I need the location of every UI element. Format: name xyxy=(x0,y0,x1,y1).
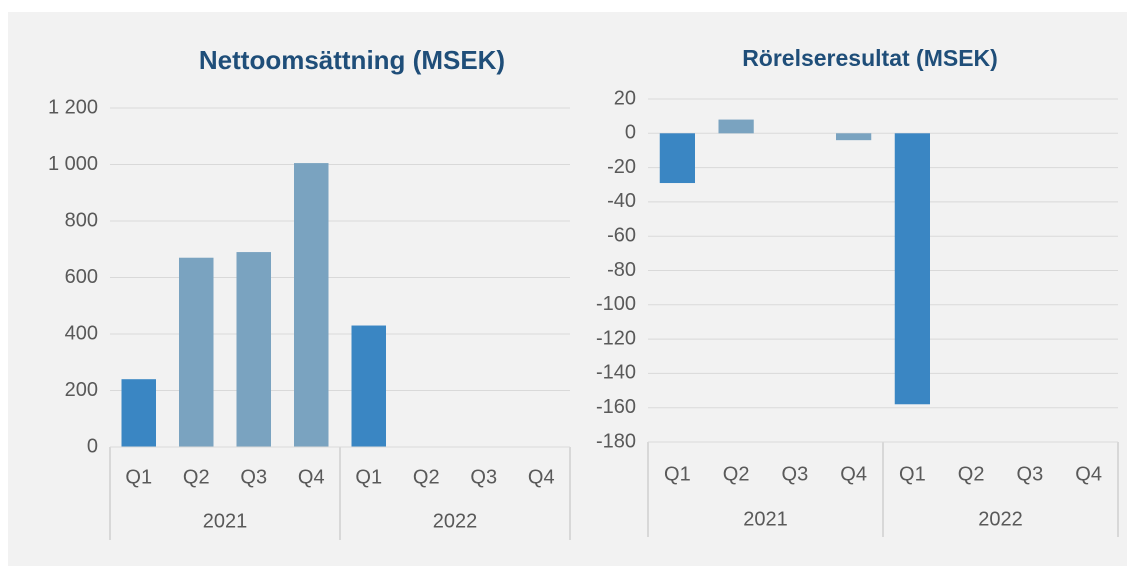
x-tick-label: Q2 xyxy=(723,463,750,485)
y-tick-label: -40 xyxy=(607,190,636,212)
group-label: 2022 xyxy=(433,510,478,532)
x-tick-label: Q3 xyxy=(782,463,809,485)
x-tick-label: Q3 xyxy=(470,466,497,488)
y-tick-label: 400 xyxy=(65,322,98,344)
y-tick-label: -60 xyxy=(607,224,636,246)
bar xyxy=(121,379,156,447)
y-tick-label: 1 000 xyxy=(48,153,98,175)
bar xyxy=(894,133,930,405)
y-tick-label: 600 xyxy=(65,266,98,288)
x-tick-label: Q1 xyxy=(664,463,691,485)
group-label: 2021 xyxy=(743,508,788,530)
y-tick-label: -80 xyxy=(607,259,636,281)
y-tick-label: 0 xyxy=(625,122,636,144)
y-tick-label: 0 xyxy=(87,435,98,457)
chart-title: Nettoomsättning (MSEK) xyxy=(199,45,505,75)
bar xyxy=(294,163,329,447)
y-tick-label: -120 xyxy=(596,327,636,349)
y-tick-label: 200 xyxy=(65,379,98,401)
bar xyxy=(236,252,271,447)
x-tick-label: Q2 xyxy=(183,466,210,488)
x-tick-label: Q4 xyxy=(298,466,325,488)
bar xyxy=(351,325,386,447)
bar xyxy=(179,257,214,447)
bar xyxy=(836,133,872,141)
y-tick-label: -160 xyxy=(596,396,636,418)
x-tick-label: Q1 xyxy=(355,466,382,488)
y-tick-label: -20 xyxy=(607,156,636,178)
y-tick-label: -100 xyxy=(596,293,636,315)
x-tick-label: Q4 xyxy=(840,463,867,485)
x-tick-label: Q3 xyxy=(240,466,267,488)
group-label: 2021 xyxy=(203,510,248,532)
y-tick-label: 1 200 xyxy=(48,96,98,118)
x-tick-label: Q4 xyxy=(1075,463,1102,485)
chart-title: Rörelseresultat (MSEK) xyxy=(742,45,998,71)
x-tick-label: Q2 xyxy=(413,466,440,488)
group-label: 2022 xyxy=(978,508,1023,530)
y-tick-label: -180 xyxy=(596,430,636,452)
y-tick-label: 20 xyxy=(614,87,636,109)
bar xyxy=(659,133,695,184)
x-tick-label: Q1 xyxy=(125,466,152,488)
x-tick-label: Q4 xyxy=(528,466,555,488)
bar xyxy=(718,119,754,134)
y-tick-label: 800 xyxy=(65,209,98,231)
x-tick-label: Q2 xyxy=(958,463,985,485)
x-tick-label: Q3 xyxy=(1017,463,1044,485)
x-tick-label: Q1 xyxy=(899,463,926,485)
y-tick-label: -140 xyxy=(596,362,636,384)
